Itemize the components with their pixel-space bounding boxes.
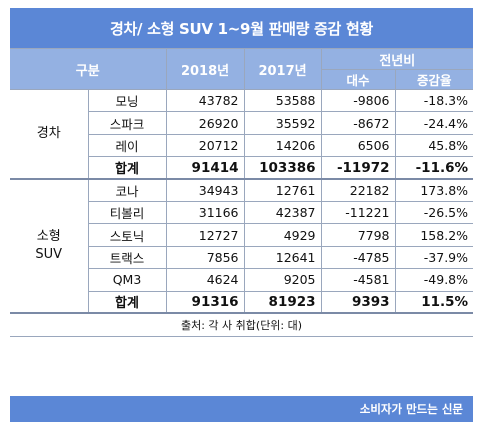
value-2018: 7856 — [165, 245, 245, 270]
table-row: 경차 모닝 43782 53588 -9806 -18.3% — [10, 88, 474, 180]
value-2018: 4624 — [165, 268, 245, 292]
table-row: 트랙스 7856 12641 -4785 -37.9% — [10, 245, 474, 270]
source-row: 출처: 각 사 취합(단위: 대) — [10, 312, 474, 337]
group-label-line: 경차 — [36, 126, 61, 142]
sales-table: 구분 2018년 2017년 전년비 대수 증감율 경차 모닝 43782 53… — [10, 48, 474, 337]
total-diff: 9393 — [320, 290, 396, 314]
value-diff: 7798 — [320, 223, 396, 247]
value-diff: -4581 — [320, 268, 396, 292]
group-label-line: SUV — [35, 247, 63, 263]
total-rate: -11.6% — [394, 156, 474, 180]
total-label: 합계 — [88, 290, 167, 314]
header-yoy: 전년비 — [320, 48, 474, 70]
total-2018: 91316 — [165, 290, 245, 314]
header-category: 구분 — [10, 48, 167, 90]
total-2017: 81923 — [243, 290, 322, 314]
total-diff: -11972 — [320, 156, 396, 180]
model-name: 레이 — [88, 133, 167, 158]
value-diff: 22182 — [320, 178, 396, 202]
total-label: 합계 — [88, 156, 167, 180]
table-row: 스토닉 12727 4929 7798 158.2% — [10, 223, 474, 247]
value-2017: 53588 — [243, 88, 322, 113]
value-diff: -8672 — [320, 111, 396, 135]
model-name: 스파크 — [88, 111, 167, 135]
value-2017: 12641 — [243, 245, 322, 270]
value-diff: -11221 — [320, 200, 396, 225]
value-rate: -37.9% — [394, 245, 474, 270]
publisher-footer: 소비자가 만드는 신문 — [10, 396, 473, 422]
model-name: QM3 — [88, 268, 167, 292]
model-name: 코나 — [87, 178, 167, 202]
total-rate: 11.5% — [394, 290, 474, 314]
value-rate: 45.8% — [394, 133, 474, 158]
value-2017: 9205 — [243, 268, 322, 292]
value-diff: -9806 — [320, 88, 396, 113]
model-name: 모닝 — [87, 88, 167, 113]
total-2017: 103386 — [243, 156, 322, 180]
group-label-small-suv: 소형 SUV — [10, 178, 89, 314]
source-note: 출처: 각 사 취합(단위: 대) — [10, 312, 474, 337]
value-2018: 12727 — [165, 223, 245, 247]
value-2017: 42387 — [243, 200, 322, 225]
value-rate: -24.4% — [394, 111, 474, 135]
table-title: 경차/ 소형 SUV 1~9월 판매량 증감 현황 — [10, 8, 473, 48]
value-rate: 158.2% — [394, 223, 474, 247]
value-rate: -49.8% — [394, 268, 474, 292]
value-diff: -4785 — [320, 245, 396, 270]
table-row: 소형 SUV 코나 34943 12761 22182 173.8% — [10, 178, 474, 314]
total-2018: 91414 — [165, 156, 245, 180]
group-label-light-car: 경차 — [10, 89, 89, 180]
header-year-2017: 2017년 — [243, 48, 322, 90]
value-2018: 20712 — [165, 133, 245, 158]
model-name: 티볼리 — [88, 200, 167, 225]
value-rate: -18.3% — [394, 88, 474, 113]
group-label-line: 소형 — [36, 229, 61, 245]
table-row: QM3 4624 9205 -4581 -49.8% — [10, 268, 474, 292]
value-diff: 6506 — [320, 133, 396, 158]
value-2017: 14206 — [243, 133, 322, 158]
value-rate: -26.5% — [394, 200, 474, 225]
value-2018: 34943 — [165, 178, 245, 202]
table-row: 티볼리 31166 42387 -11221 -26.5% — [10, 200, 474, 225]
value-2018: 26920 — [165, 111, 245, 135]
value-2017: 12761 — [243, 178, 322, 202]
value-rate: 173.8% — [394, 178, 474, 202]
header-year-2018: 2018년 — [165, 48, 245, 90]
model-name: 스토닉 — [88, 223, 167, 247]
value-2017: 35592 — [243, 111, 322, 135]
table-row: 레이 20712 14206 6506 45.8% — [10, 133, 474, 158]
value-2018: 31166 — [165, 200, 245, 225]
header-units: 대수 — [321, 69, 396, 90]
header-rate: 증감율 — [394, 69, 474, 90]
value-2017: 4929 — [243, 223, 322, 247]
value-2018: 43782 — [165, 88, 245, 113]
model-name: 트랙스 — [88, 245, 167, 270]
